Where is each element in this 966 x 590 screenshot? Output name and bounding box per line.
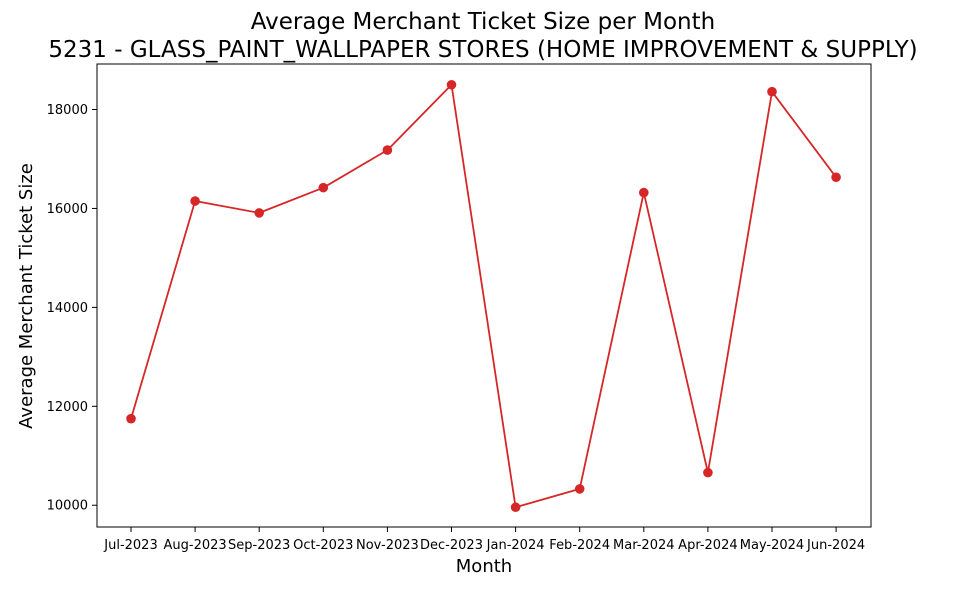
- data-point: [318, 182, 329, 193]
- data-point: [446, 79, 457, 90]
- x-tick-label: Jul-2023: [103, 538, 157, 553]
- y-tick-label: 14000: [47, 301, 88, 316]
- y-tick-label: 12000: [47, 400, 88, 415]
- chart-subtitle: 5231 - GLASS_PAINT_WALLPAPER STORES (HOM…: [48, 37, 917, 63]
- x-tick-label: Aug-2023: [164, 538, 227, 553]
- y-axis: 10000 12000 14000 16000 18000: [47, 103, 97, 514]
- y-axis-label: Average Merchant Ticket Size: [16, 163, 37, 429]
- data-point: [126, 413, 136, 424]
- series-ticket-size: [126, 79, 841, 513]
- x-tick-label: Feb-2024: [549, 538, 610, 553]
- x-tick-label: Jan-2024: [486, 538, 545, 553]
- data-point: [639, 187, 649, 198]
- data-point: [703, 467, 713, 478]
- plot-area-frame: [96, 63, 872, 528]
- x-axis-label: Month: [456, 556, 512, 577]
- chart-title: Average Merchant Ticket Size per Month: [251, 9, 715, 35]
- x-tick-label: Dec-2023: [420, 538, 483, 553]
- y-tick-label: 16000: [47, 202, 88, 217]
- y-tick-label: 18000: [47, 103, 88, 118]
- data-point: [767, 86, 777, 97]
- data-point: [510, 502, 521, 513]
- x-tick-label: Nov-2023: [356, 538, 419, 553]
- x-tick-label: Mar-2024: [613, 538, 674, 553]
- y-tick-label: 10000: [47, 499, 88, 514]
- x-tick-label: Apr-2024: [678, 538, 737, 553]
- data-point: [190, 196, 200, 206]
- data-point: [254, 208, 264, 218]
- series-line: [130, 83, 837, 509]
- data-point: [574, 484, 585, 494]
- x-tick-label: Oct-2023: [293, 538, 353, 553]
- x-tick-label: Jun-2024: [806, 538, 865, 553]
- x-axis: Jul-2023 Aug-2023 Sep-2023 Oct-2023 Nov-2023…: [103, 527, 865, 553]
- x-tick-label: May-2024: [740, 538, 804, 553]
- data-point: [831, 172, 841, 183]
- x-tick-label: Sep-2023: [228, 538, 290, 553]
- data-point: [382, 145, 393, 155]
